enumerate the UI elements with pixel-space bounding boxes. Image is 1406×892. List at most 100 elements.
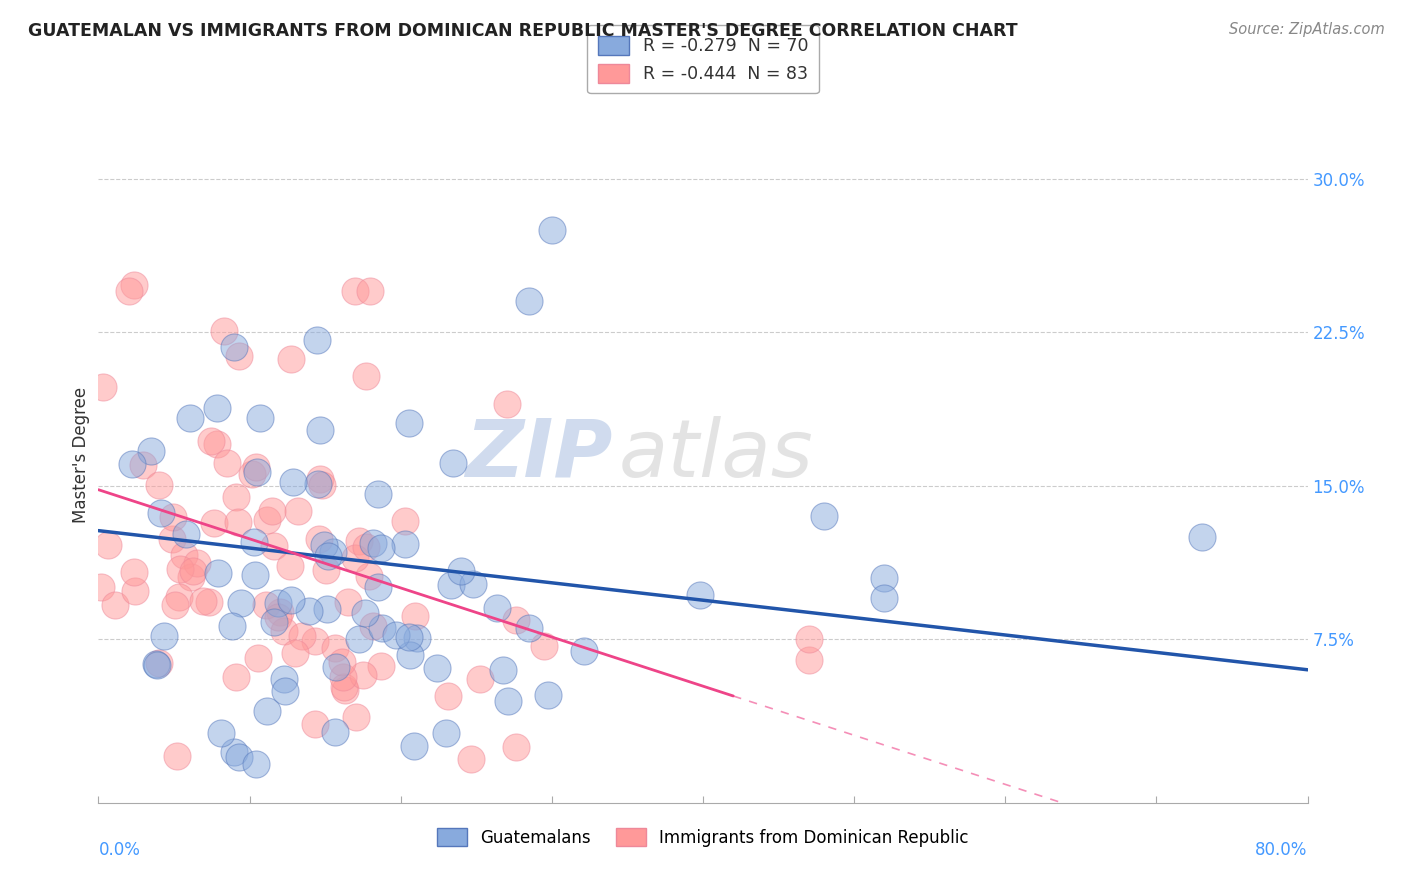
- Point: [148, 478, 170, 492]
- Point: [367, 580, 389, 594]
- Point: [179, 411, 201, 425]
- Point: [399, 648, 422, 663]
- Point: [198, 595, 221, 609]
- Point: [450, 565, 472, 579]
- Point: [166, 749, 188, 764]
- Point: [260, 504, 283, 518]
- Point: [174, 527, 197, 541]
- Point: [309, 472, 332, 486]
- Text: 0.0%: 0.0%: [98, 841, 141, 859]
- Point: [145, 657, 167, 672]
- Point: [191, 594, 214, 608]
- Point: [278, 559, 301, 574]
- Point: [333, 680, 356, 694]
- Point: [325, 724, 347, 739]
- Point: [498, 694, 520, 708]
- Point: [352, 668, 374, 682]
- Point: [517, 621, 540, 635]
- Point: [797, 632, 820, 646]
- Point: [505, 739, 527, 754]
- Point: [398, 630, 420, 644]
- Point: [226, 515, 249, 529]
- Point: [209, 726, 232, 740]
- Point: [124, 583, 146, 598]
- Point: [240, 467, 263, 482]
- Point: [228, 349, 250, 363]
- Point: [263, 615, 285, 629]
- Point: [689, 588, 711, 602]
- Point: [325, 660, 347, 674]
- Point: [533, 640, 555, 654]
- Point: [266, 610, 288, 624]
- Point: [180, 570, 202, 584]
- Point: [249, 410, 271, 425]
- Point: [370, 621, 392, 635]
- Point: [361, 619, 384, 633]
- Point: [330, 655, 353, 669]
- Point: [225, 490, 247, 504]
- Point: [426, 661, 449, 675]
- Point: [394, 537, 416, 551]
- Point: [344, 284, 367, 298]
- Point: [540, 223, 562, 237]
- Point: [202, 516, 225, 531]
- Point: [104, 598, 127, 612]
- Text: 80.0%: 80.0%: [1256, 841, 1308, 859]
- Point: [385, 628, 408, 642]
- Point: [263, 540, 285, 554]
- Point: [245, 460, 267, 475]
- Point: [273, 624, 295, 638]
- Point: [200, 434, 222, 448]
- Point: [304, 633, 326, 648]
- Text: Source: ZipAtlas.com: Source: ZipAtlas.com: [1229, 22, 1385, 37]
- Point: [287, 504, 309, 518]
- Point: [332, 670, 354, 684]
- Y-axis label: Master's Degree: Master's Degree: [72, 387, 90, 523]
- Point: [242, 535, 264, 549]
- Text: atlas: atlas: [619, 416, 813, 494]
- Point: [181, 564, 204, 578]
- Point: [274, 683, 297, 698]
- Point: [124, 565, 146, 579]
- Point: [437, 690, 460, 704]
- Point: [122, 278, 145, 293]
- Point: [243, 568, 266, 582]
- Point: [468, 673, 491, 687]
- Point: [291, 629, 314, 643]
- Point: [297, 604, 319, 618]
- Point: [118, 284, 141, 298]
- Point: [486, 600, 509, 615]
- Point: [404, 609, 426, 624]
- Point: [307, 333, 329, 347]
- Point: [359, 569, 381, 583]
- Point: [461, 577, 484, 591]
- Point: [517, 294, 540, 309]
- Point: [349, 533, 371, 548]
- Point: [536, 688, 558, 702]
- Point: [280, 351, 302, 366]
- Point: [315, 563, 337, 577]
- Point: [797, 652, 820, 666]
- Point: [121, 457, 143, 471]
- Point: [344, 710, 367, 724]
- Point: [231, 596, 253, 610]
- Point: [145, 658, 167, 673]
- Point: [150, 506, 173, 520]
- Point: [309, 423, 332, 437]
- Point: [97, 538, 120, 552]
- Point: [1191, 530, 1213, 544]
- Point: [256, 514, 278, 528]
- Point: [162, 510, 184, 524]
- Point: [361, 536, 384, 550]
- Point: [316, 549, 339, 563]
- Point: [281, 475, 304, 489]
- Point: [353, 606, 375, 620]
- Point: [141, 444, 163, 458]
- Point: [311, 478, 333, 492]
- Point: [246, 466, 269, 480]
- Point: [132, 458, 155, 473]
- Point: [460, 751, 482, 765]
- Point: [163, 599, 186, 613]
- Point: [173, 548, 195, 562]
- Point: [394, 514, 416, 528]
